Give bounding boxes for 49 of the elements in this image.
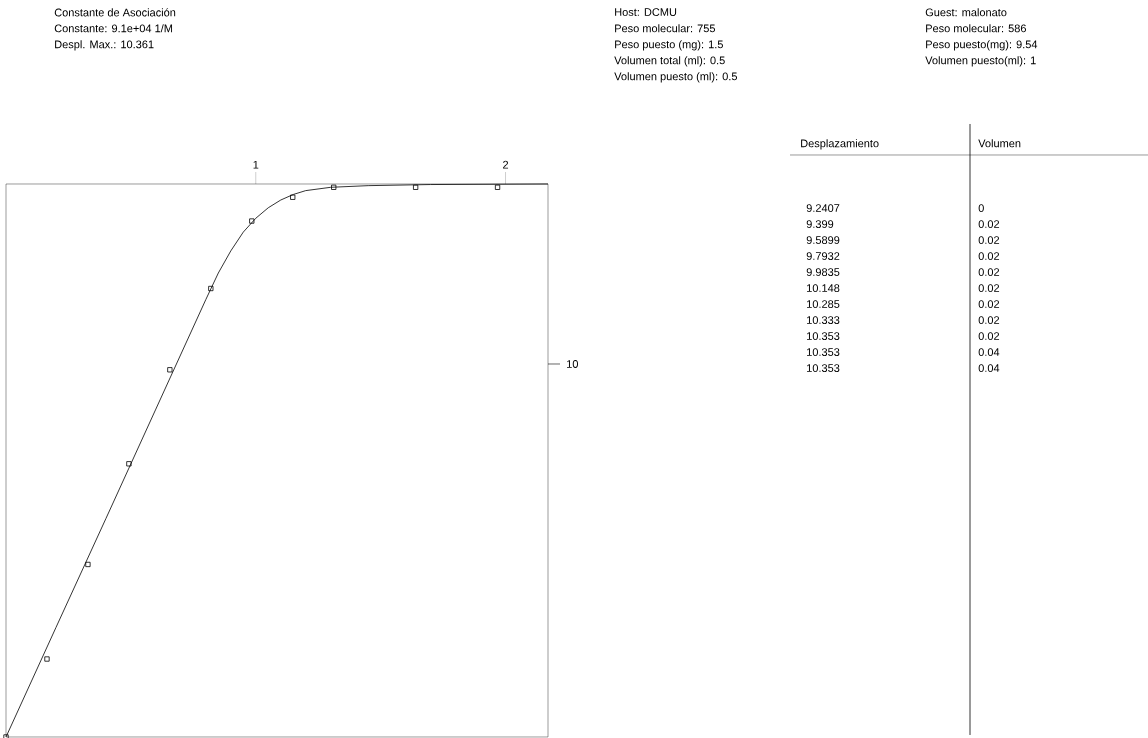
point	[494, 184, 501, 190]
point	[126, 461, 132, 467]
text: 0.02	[978, 268, 1000, 276]
point	[331, 184, 337, 190]
point	[208, 285, 214, 292]
text: Volumen total (ml): 0.5	[614, 56, 725, 67]
text: 0.04	[978, 348, 1000, 356]
text: 0.04	[978, 364, 1000, 372]
text: 9.399	[806, 220, 834, 228]
text: 0.02	[978, 284, 1000, 292]
text: Peso molecular: 755	[615, 24, 716, 33]
text: Constante: 9.1e+04 1/M	[54, 24, 173, 33]
text: 9.9835	[806, 268, 840, 276]
text: 10.285	[807, 300, 840, 308]
text: 9.2407	[806, 204, 840, 212]
text: Peso molecular: 586	[926, 24, 1026, 33]
point	[167, 367, 173, 373]
text: 0.02	[978, 220, 1000, 228]
point	[85, 561, 91, 568]
x-tick-label: 2	[503, 160, 509, 169]
text: Desplazamiento	[801, 139, 879, 150]
text: 10.333	[807, 316, 840, 324]
text: 0.02	[978, 332, 1000, 340]
x-tick-label: 1	[253, 160, 259, 169]
text: 10.148	[807, 284, 840, 292]
text: Volumen puesto (ml): 0.5	[614, 72, 738, 83]
text: 10	[567, 360, 578, 368]
text: Host: DCMU	[615, 8, 677, 16]
text: 0.02	[978, 236, 1000, 244]
text: 9.5899	[806, 236, 840, 244]
point	[249, 218, 255, 224]
text: Peso puesto(mg): 9.54	[926, 40, 1038, 51]
text: Peso puesto (mg): 1.5	[615, 40, 723, 51]
point	[44, 656, 50, 662]
text: 10.353	[807, 348, 840, 356]
text: Volumen	[978, 139, 1021, 148]
text: 10.353	[807, 332, 840, 340]
text: 0.02	[978, 252, 1000, 260]
text: 10.353	[807, 364, 840, 372]
chart-title: Constante de Asociación	[54, 8, 176, 17]
text: Despl. Max.: 10.361	[55, 40, 154, 51]
point	[290, 194, 296, 200]
text: 9.7932	[806, 252, 840, 260]
text: 0.02	[978, 316, 1000, 324]
point	[413, 184, 419, 190]
text: 0.02	[978, 300, 1000, 308]
text: Volumen puesto(ml): 1	[925, 56, 1036, 67]
text: Guest: malonato	[925, 8, 1007, 17]
text: 0	[978, 204, 984, 212]
